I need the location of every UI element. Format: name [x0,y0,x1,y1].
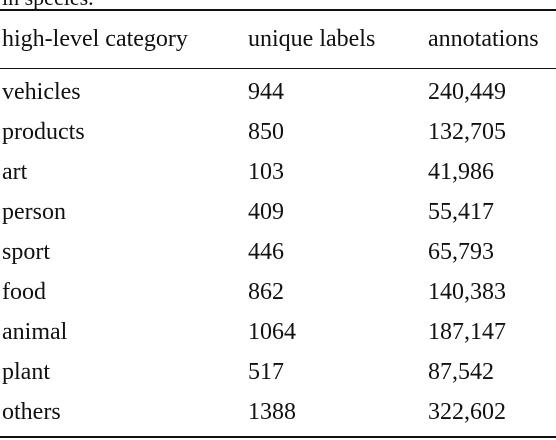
annotations-cell: 55,417 [428,199,494,225]
category-cell: others [2,399,61,425]
annotations-cell: 322,602 [428,399,506,425]
category-cell: person [2,199,66,225]
header-high-level-category: high-level category [2,26,188,52]
category-cell: food [2,279,46,305]
table-row: animal 1064 187,147 [0,312,556,352]
table-row: person 409 55,417 [0,192,556,232]
unique-labels-cell: 944 [248,79,284,105]
annotations-cell: 132,705 [428,119,506,145]
table-header-row: high-level category unique labels annota… [0,19,556,59]
unique-labels-cell: 103 [248,159,284,185]
table-row: food 862 140,383 [0,272,556,312]
unique-labels-cell: 1064 [248,319,296,345]
category-cell: art [2,159,28,185]
header-annotations: annotations [428,26,539,52]
unique-labels-cell: 517 [248,359,284,385]
table-row: plant 517 87,542 [0,352,556,392]
table-header-rule [0,68,556,69]
table-row: others 1388 322,602 [0,392,556,432]
unique-labels-cell: 446 [248,239,284,265]
category-cell: animal [2,319,68,345]
category-cell: products [2,119,85,145]
unique-labels-cell: 862 [248,279,284,305]
category-cell: vehicles [2,79,81,105]
category-cell: plant [2,359,50,385]
table-row: vehicles 944 240,449 [0,72,556,112]
annotations-cell: 65,793 [428,239,494,265]
unique-labels-cell: 850 [248,119,284,145]
annotations-cell: 187,147 [428,319,506,345]
table-row: sport 446 65,793 [0,232,556,272]
header-unique-labels: unique labels [248,26,376,52]
category-cell: sport [2,239,50,265]
table-row: products 850 132,705 [0,112,556,152]
annotations-cell: 140,383 [428,279,506,305]
table-row: art 103 41,986 [0,152,556,192]
table-bottom-rule [0,436,556,438]
table-caption-fragment: in species. [2,0,94,9]
annotations-cell: 41,986 [428,159,494,185]
table-top-rule [0,9,556,11]
annotations-cell: 240,449 [428,79,506,105]
unique-labels-cell: 409 [248,199,284,225]
annotations-cell: 87,542 [428,359,494,385]
unique-labels-cell: 1388 [248,399,296,425]
